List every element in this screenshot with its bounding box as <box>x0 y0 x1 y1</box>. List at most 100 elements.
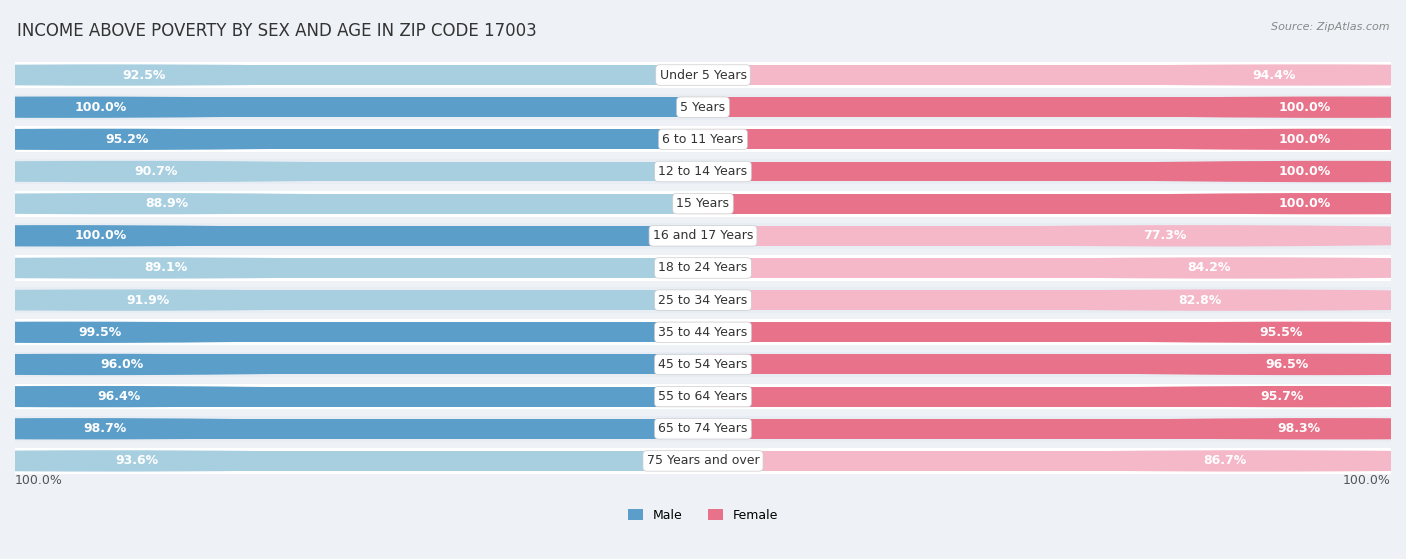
Bar <box>703 419 1329 439</box>
Text: 100.0%: 100.0% <box>75 101 127 113</box>
Bar <box>703 387 1313 406</box>
Circle shape <box>0 226 461 246</box>
Text: 35 to 44 Years: 35 to 44 Years <box>658 326 748 339</box>
Text: 15 Years: 15 Years <box>676 197 730 210</box>
Text: 100.0%: 100.0% <box>1343 473 1391 487</box>
Bar <box>66 97 703 117</box>
Bar <box>703 226 1195 246</box>
Text: 100.0%: 100.0% <box>15 473 63 487</box>
Text: 96.0%: 96.0% <box>100 358 143 371</box>
Circle shape <box>0 419 470 439</box>
Circle shape <box>835 290 1406 310</box>
Bar <box>136 194 703 214</box>
Text: 95.5%: 95.5% <box>1260 326 1302 339</box>
Text: 100.0%: 100.0% <box>1279 197 1331 210</box>
Circle shape <box>0 129 492 149</box>
Circle shape <box>945 194 1406 214</box>
Text: Under 5 Years: Under 5 Years <box>659 69 747 82</box>
Bar <box>69 323 703 342</box>
Circle shape <box>0 258 530 278</box>
Text: 96.4%: 96.4% <box>98 390 141 403</box>
Bar <box>97 129 703 149</box>
Text: INCOME ABOVE POVERTY BY SEX AND AGE IN ZIP CODE 17003: INCOME ABOVE POVERTY BY SEX AND AGE IN Z… <box>17 22 537 40</box>
Circle shape <box>917 323 1406 342</box>
Circle shape <box>845 258 1406 278</box>
Bar <box>118 290 703 310</box>
Bar <box>15 62 1391 88</box>
Bar <box>15 255 1391 281</box>
Text: 100.0%: 100.0% <box>1279 165 1331 178</box>
Text: 98.7%: 98.7% <box>83 422 127 435</box>
Circle shape <box>934 419 1406 439</box>
Circle shape <box>945 129 1406 149</box>
Text: 25 to 34 Years: 25 to 34 Years <box>658 293 748 307</box>
Bar <box>703 354 1317 375</box>
Bar <box>15 416 1391 442</box>
Bar <box>91 354 703 375</box>
Text: 82.8%: 82.8% <box>1178 293 1222 307</box>
Text: 5 Years: 5 Years <box>681 101 725 113</box>
Text: 18 to 24 Years: 18 to 24 Years <box>658 262 748 274</box>
Text: 96.5%: 96.5% <box>1265 358 1309 371</box>
Text: 65 to 74 Years: 65 to 74 Years <box>658 422 748 435</box>
Text: 94.4%: 94.4% <box>1253 69 1295 82</box>
Bar <box>15 223 1391 249</box>
Text: Source: ZipAtlas.com: Source: ZipAtlas.com <box>1271 22 1389 32</box>
Text: 100.0%: 100.0% <box>75 229 127 242</box>
Bar <box>135 258 703 278</box>
Text: 16 and 17 Years: 16 and 17 Years <box>652 229 754 242</box>
Bar <box>125 162 703 182</box>
Bar <box>703 129 1340 149</box>
Circle shape <box>0 162 520 182</box>
Circle shape <box>0 451 502 471</box>
Circle shape <box>0 387 484 406</box>
Bar <box>89 387 703 406</box>
Text: 45 to 54 Years: 45 to 54 Years <box>658 358 748 371</box>
Text: 12 to 14 Years: 12 to 14 Years <box>658 165 748 178</box>
Text: 89.1%: 89.1% <box>145 262 187 274</box>
Bar <box>703 323 1312 342</box>
Text: 91.9%: 91.9% <box>127 293 170 307</box>
Bar <box>15 319 1391 345</box>
Bar <box>703 65 1305 85</box>
Circle shape <box>945 162 1406 182</box>
Bar <box>15 448 1391 474</box>
Text: 6 to 11 Years: 6 to 11 Years <box>662 133 744 146</box>
Circle shape <box>860 451 1406 471</box>
Text: 100.0%: 100.0% <box>1279 101 1331 113</box>
Text: 98.3%: 98.3% <box>1277 422 1320 435</box>
Bar <box>703 258 1239 278</box>
Legend: Male, Female: Male, Female <box>623 504 783 527</box>
Bar <box>75 419 703 439</box>
Text: 88.9%: 88.9% <box>146 197 188 210</box>
Bar <box>703 97 1340 117</box>
Bar <box>15 191 1391 216</box>
Text: 95.7%: 95.7% <box>1260 390 1303 403</box>
Bar <box>703 451 1256 471</box>
Bar <box>15 126 1391 152</box>
Bar <box>15 287 1391 313</box>
Text: 75 Years and over: 75 Years and over <box>647 454 759 467</box>
Text: 93.6%: 93.6% <box>115 454 159 467</box>
Text: 86.7%: 86.7% <box>1204 454 1246 467</box>
Circle shape <box>910 65 1406 85</box>
Circle shape <box>800 226 1406 246</box>
Text: 55 to 64 Years: 55 to 64 Years <box>658 390 748 403</box>
Circle shape <box>0 194 531 214</box>
Text: 84.2%: 84.2% <box>1187 262 1230 274</box>
Circle shape <box>922 354 1406 375</box>
Circle shape <box>0 97 461 117</box>
Text: 99.5%: 99.5% <box>79 326 121 339</box>
Bar <box>66 226 703 246</box>
Circle shape <box>0 290 513 310</box>
Bar <box>15 352 1391 377</box>
Bar <box>15 159 1391 184</box>
Bar <box>107 451 703 471</box>
Circle shape <box>945 97 1406 117</box>
Circle shape <box>918 387 1406 406</box>
Bar <box>15 383 1391 410</box>
Bar <box>703 194 1340 214</box>
Bar <box>703 162 1340 182</box>
Bar <box>114 65 703 85</box>
Text: 92.5%: 92.5% <box>122 69 166 82</box>
